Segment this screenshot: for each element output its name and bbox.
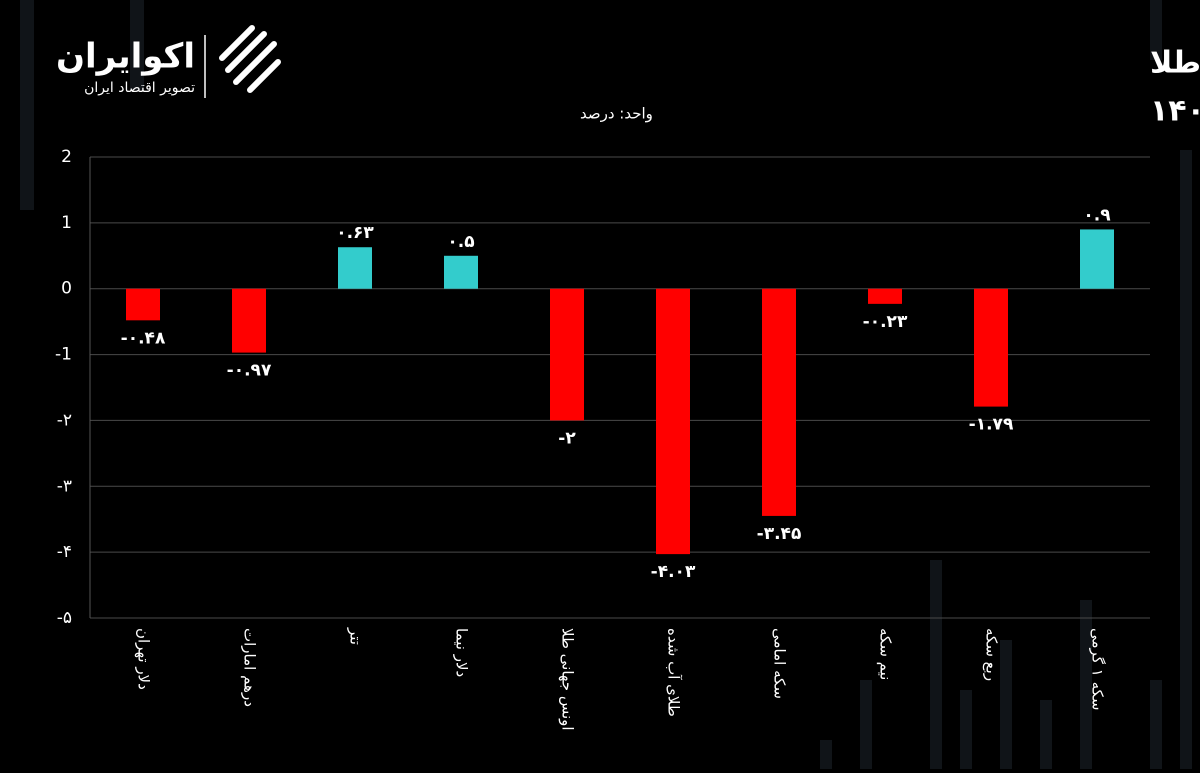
bar	[974, 288, 1008, 407]
value-label: -۳.۴۵	[757, 524, 802, 544]
value-label: ۰.۶۳	[336, 223, 374, 243]
x-tick-label: طلای آب شده	[665, 628, 683, 717]
y-tick-label: -۴	[57, 542, 72, 562]
background-decoration	[20, 0, 1192, 769]
x-tick-label: سکه ۱ گرمی	[1089, 628, 1107, 710]
y-tick-label: -۲	[57, 410, 72, 430]
bar	[232, 288, 266, 353]
x-tick-label: ربع سکه	[983, 628, 1001, 681]
x-tick-label: اونس جهانی طلا	[559, 628, 577, 731]
brand-name: اکوایران	[56, 37, 195, 77]
y-tick-label: 2	[61, 147, 72, 167]
value-label: -۴.۰۳	[651, 562, 696, 582]
logo-icon	[219, 25, 281, 93]
bar	[338, 247, 372, 289]
value-label: -۰.۴۸	[121, 328, 166, 348]
bar	[444, 255, 478, 289]
bar	[762, 288, 796, 516]
value-label: -۰.۲۳	[863, 312, 908, 332]
x-tick-label: نیم سکه	[877, 628, 895, 680]
value-label: -۲	[558, 428, 576, 448]
x-tick-label: تتر	[347, 627, 365, 645]
value-label: ۰.۵	[447, 232, 474, 252]
bar	[656, 288, 690, 555]
x-tick-label: درهم امارات	[241, 628, 259, 707]
chart-subtitle: در هفته منتهی به ۹ اسفند ۱۴۰۳	[1150, 94, 1200, 129]
x-tick-label: سکه امامی	[771, 628, 789, 699]
brand-tagline: تصویر اقتصاد ایران	[84, 80, 195, 96]
bar	[868, 288, 902, 304]
bar	[126, 288, 160, 321]
unit-note: واحد: درصد	[580, 105, 653, 123]
y-tick-label: -1	[55, 345, 72, 365]
bar	[550, 288, 584, 421]
y-tick-label: 1	[61, 213, 72, 233]
value-label: -۱.۷۹	[969, 415, 1014, 435]
logo: اکوایران تصویر اقتصاد ایران	[56, 25, 281, 98]
y-tick-label: 0	[61, 279, 72, 299]
y-tick-label: -۳	[57, 476, 72, 496]
x-tick-label: دلار تهران	[135, 628, 153, 690]
value-label: ۰.۹	[1083, 205, 1111, 225]
chart-title: تغییرات هفتگی بازار ارز و طلا	[1150, 45, 1200, 81]
x-tick-label: دلار نیما	[453, 628, 471, 677]
value-label: -۰.۹۷	[227, 361, 272, 381]
bar	[1080, 229, 1114, 289]
y-tick-label: -۵	[57, 608, 72, 628]
